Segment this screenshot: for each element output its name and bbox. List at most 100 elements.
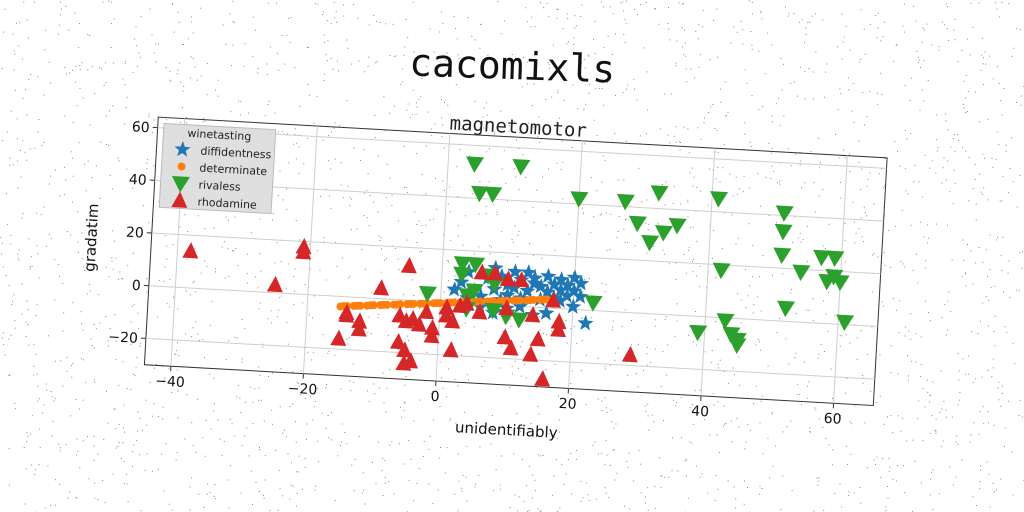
rhodamine-point bbox=[400, 256, 417, 274]
diffidentness-point bbox=[552, 281, 569, 298]
y-tick-label: 0 bbox=[131, 278, 141, 294]
determinate-point bbox=[393, 300, 402, 309]
x-axis-label: unidentifiably bbox=[455, 418, 559, 442]
rhodamine-point bbox=[458, 294, 475, 311]
series-rhodamine bbox=[182, 237, 638, 387]
y-axis-label: gradatim bbox=[81, 203, 103, 272]
rhodamine-point bbox=[502, 339, 519, 356]
determinate-point bbox=[512, 296, 521, 305]
rivaless-point bbox=[570, 191, 589, 208]
rhodamine-point bbox=[410, 315, 427, 333]
rivaless-point bbox=[716, 313, 735, 330]
x-grid-line bbox=[435, 133, 451, 382]
diffidentness-point bbox=[573, 274, 590, 291]
diffidentness-point bbox=[507, 263, 524, 279]
series-rivaless bbox=[418, 156, 855, 355]
rhodamine-point bbox=[534, 370, 551, 387]
rivaless-point bbox=[775, 205, 794, 222]
x-tick-label: −40 bbox=[155, 373, 185, 391]
y-grid-line bbox=[154, 179, 884, 222]
rivaless-point bbox=[650, 185, 669, 202]
rhodamine-point bbox=[295, 243, 312, 260]
diffidentness-point bbox=[519, 282, 536, 299]
rivaless-point bbox=[668, 217, 687, 235]
determinate-point bbox=[379, 300, 388, 309]
y-grid-line bbox=[145, 337, 875, 380]
plot-area: −40 −20 0 20 40 60 −20 0 20 40 60 bbox=[108, 116, 888, 428]
determinate-point bbox=[366, 301, 375, 310]
rhodamine-point bbox=[372, 279, 389, 296]
legend-marker-rivaless bbox=[172, 175, 190, 193]
legend-marker-diffidentness bbox=[174, 141, 191, 157]
rivaless-point bbox=[773, 247, 792, 265]
rivaless-point bbox=[836, 314, 855, 331]
rivaless-point bbox=[826, 250, 845, 267]
determinate-point bbox=[353, 301, 362, 310]
rivaless-point bbox=[512, 158, 531, 176]
rhodamine-point bbox=[402, 352, 419, 369]
rivaless-point bbox=[484, 186, 503, 203]
y-tick-label: −20 bbox=[108, 329, 138, 347]
rhodamine-point bbox=[338, 306, 355, 323]
rhodamine-point bbox=[418, 302, 435, 320]
rivaless-point bbox=[710, 191, 729, 208]
diffidentness-point bbox=[559, 276, 576, 293]
rhodamine-point bbox=[437, 306, 454, 323]
rivaless-point bbox=[712, 262, 731, 280]
rivaless-point bbox=[689, 324, 708, 342]
diffidentness-point bbox=[546, 276, 563, 292]
rhodamine-point bbox=[330, 329, 347, 347]
legend-label-diffidentness: diffidentness bbox=[200, 145, 272, 162]
rhodamine-point bbox=[396, 341, 413, 358]
rhodamine-point bbox=[486, 264, 503, 281]
legend-box bbox=[158, 122, 277, 215]
legend-marker-rhodamine bbox=[171, 191, 188, 208]
rivaless-point bbox=[466, 156, 485, 173]
rhodamine-point bbox=[438, 298, 455, 316]
y-axis-ticks: −20 0 20 40 60 bbox=[108, 119, 158, 347]
series-layer bbox=[182, 156, 855, 387]
x-tick-label: 60 bbox=[823, 411, 842, 428]
legend-label-rivaless: rivaless bbox=[198, 178, 241, 193]
rhodamine-point bbox=[423, 326, 440, 344]
rivaless-point bbox=[728, 337, 747, 355]
rhodamine-point bbox=[522, 345, 539, 363]
rhodamine-point bbox=[498, 299, 515, 316]
rhodamine-point bbox=[471, 303, 488, 320]
rhodamine-point bbox=[499, 270, 516, 287]
diffidentness-point bbox=[572, 288, 589, 304]
diffidentness-point bbox=[538, 304, 555, 321]
rhodamine-point bbox=[351, 312, 368, 329]
x-tick-label: 0 bbox=[430, 389, 440, 405]
rivaless-point bbox=[471, 185, 490, 203]
diffidentness-point bbox=[526, 274, 543, 291]
diffidentness-point bbox=[512, 298, 529, 314]
rivaless-point bbox=[453, 266, 472, 284]
determinate-point bbox=[432, 299, 441, 308]
rivaless-point bbox=[774, 223, 793, 241]
rivaless-point bbox=[484, 302, 503, 320]
rivaless-point bbox=[616, 193, 635, 211]
legend-label-determinate: determinate bbox=[199, 162, 268, 179]
x-grid-line bbox=[302, 125, 318, 374]
determinate-point bbox=[539, 295, 548, 304]
rhodamine-point bbox=[512, 271, 529, 288]
rivaless-point bbox=[467, 256, 486, 274]
diffidentness-point bbox=[520, 264, 537, 280]
diffidentness-point bbox=[446, 281, 463, 297]
rhodamine-point bbox=[524, 306, 541, 323]
x-grid-line bbox=[700, 148, 716, 396]
diffidentness-point bbox=[565, 282, 583, 299]
x-tick-label: 40 bbox=[691, 403, 710, 420]
rivaless-point bbox=[641, 234, 660, 252]
rivaless-point bbox=[628, 215, 647, 233]
diffidentness-point bbox=[506, 279, 523, 295]
x-grid-line bbox=[567, 140, 583, 389]
diffidentness-point bbox=[553, 271, 570, 287]
y-grid-line bbox=[151, 232, 881, 275]
diffidentness-point bbox=[540, 267, 557, 284]
rhodamine-point bbox=[473, 263, 490, 281]
